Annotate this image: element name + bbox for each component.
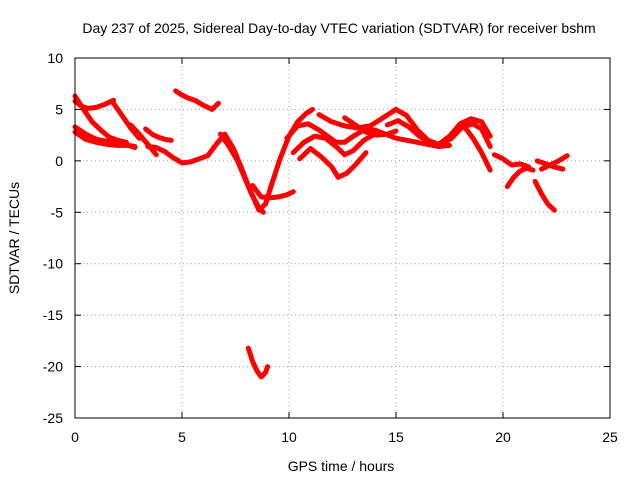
y-tick-label: 0 [55,153,63,169]
y-tick-label: -15 [43,307,63,323]
series-track-10 [218,106,315,213]
y-axis-ticks: 10 5 0 -5 -10 -15 -20 -25 [43,50,610,426]
x-tick-label: 20 [495,429,511,445]
grid-lines [75,58,610,418]
y-tick-label: -5 [51,204,64,220]
series-track-9 [173,88,221,112]
chart-title: Day 237 of 2025, Sidereal Day-to-day VTE… [82,20,595,36]
y-tick-label: -10 [43,256,63,272]
series-track-11 [250,183,296,201]
x-axis-ticks: 0 5 10 15 20 25 [71,58,618,445]
plot-frame [74,57,611,419]
x-axis-label: GPS time / hours [288,458,395,474]
y-tick-label: -25 [43,410,63,426]
series-track-12 [245,345,271,380]
y-tick-label: 5 [55,101,63,117]
x-tick-label: 5 [178,429,186,445]
series-track-4 [72,129,138,149]
x-tick-label: 0 [71,429,79,445]
series-track-22 [532,178,557,213]
series-track-8 [145,131,266,215]
series-track-24 [539,153,570,172]
series-track-14 [290,131,378,158]
series-track-17 [342,115,399,138]
y-tick-label: 10 [47,50,63,66]
data-series [72,88,570,380]
series-track-18 [384,118,493,149]
x-tick-label: 15 [388,429,404,445]
series-track-7 [143,126,174,143]
x-tick-label: 10 [281,429,297,445]
series-track-16 [316,106,493,147]
x-tick-label: 25 [602,429,618,445]
series-track-6 [128,122,159,158]
y-axis-label: SDTVAR / TECUs [6,182,22,294]
series-track-20 [491,152,532,170]
series-track-21 [504,165,536,190]
series-track-15 [297,146,369,180]
series-track-19 [462,124,493,173]
y-tick-label: -20 [43,359,63,375]
